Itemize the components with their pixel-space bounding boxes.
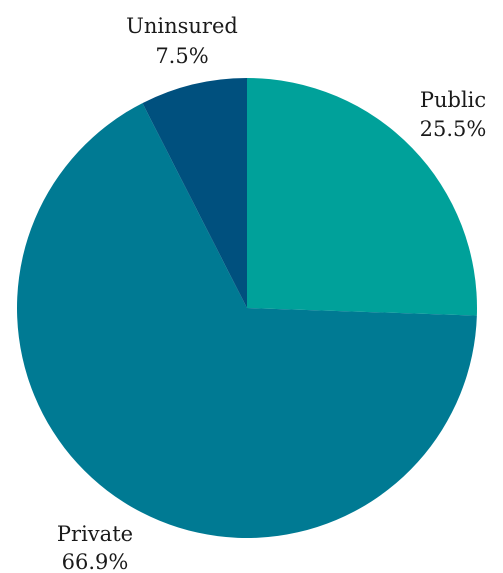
slice-label-public-value: 25.5%: [420, 117, 487, 141]
pie-slice-private: [16, 103, 477, 539]
slice-label-public-name: Public: [420, 88, 486, 112]
pie-slice-public: [247, 78, 477, 316]
slices-layer: [16, 78, 477, 539]
slice-label-uninsured-name: Uninsured: [126, 14, 238, 38]
slice-label-private-value: 66.9%: [62, 550, 129, 573]
pie-slice-uninsured: [142, 78, 247, 308]
slice-label-private-name: Private: [57, 522, 133, 546]
slice-label-uninsured-value: 7.5%: [155, 44, 208, 68]
